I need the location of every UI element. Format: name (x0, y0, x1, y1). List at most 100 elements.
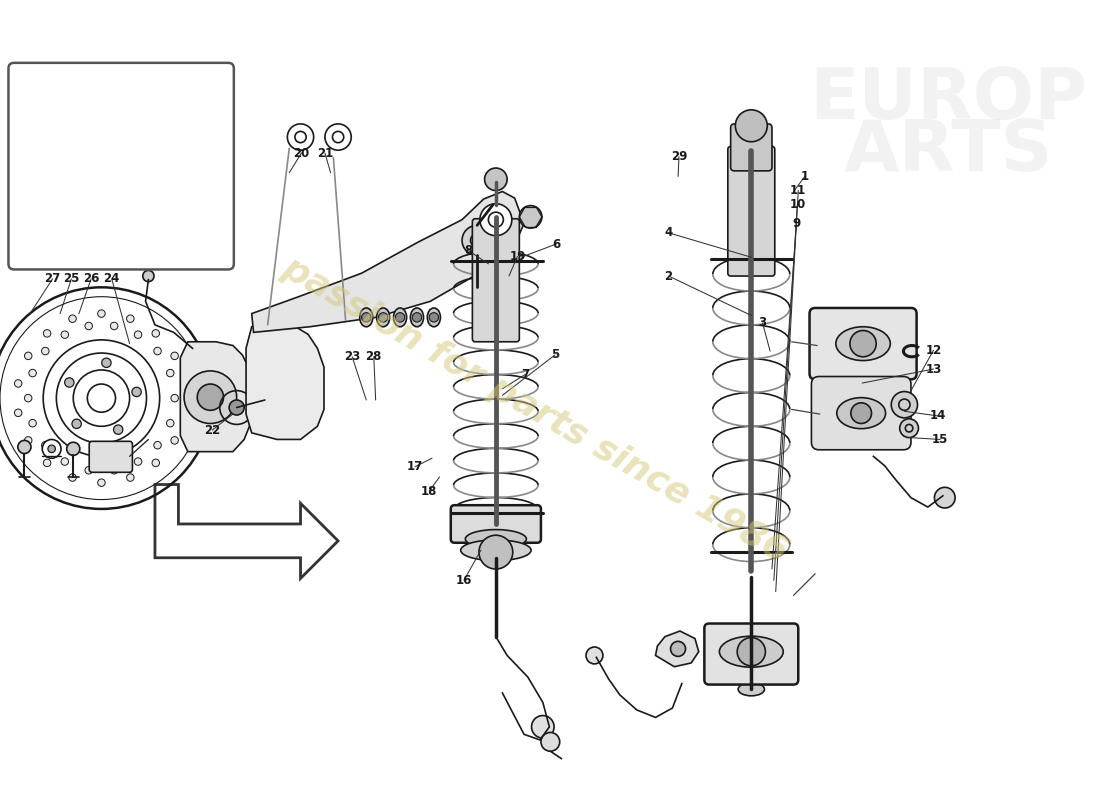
Circle shape (735, 110, 768, 142)
Text: 11: 11 (790, 184, 806, 197)
Circle shape (287, 124, 314, 150)
Circle shape (519, 206, 542, 228)
FancyBboxPatch shape (728, 146, 774, 276)
Text: 3: 3 (759, 317, 767, 330)
Text: 8: 8 (464, 244, 473, 257)
Circle shape (462, 226, 492, 255)
Ellipse shape (465, 530, 527, 548)
Text: 24: 24 (103, 272, 120, 286)
Text: passion for parts since 1986: passion for parts since 1986 (276, 250, 794, 569)
Text: 28: 28 (365, 350, 382, 363)
Text: 13: 13 (925, 362, 942, 375)
Circle shape (541, 733, 560, 751)
Circle shape (166, 370, 174, 377)
Circle shape (29, 419, 36, 427)
Text: 25: 25 (63, 272, 79, 286)
Circle shape (324, 124, 351, 150)
Circle shape (378, 313, 388, 322)
FancyBboxPatch shape (451, 505, 541, 542)
Text: 4: 4 (664, 226, 673, 239)
Circle shape (586, 647, 603, 664)
Circle shape (934, 487, 955, 508)
Circle shape (113, 425, 123, 434)
Text: 29: 29 (671, 150, 688, 163)
Circle shape (14, 409, 22, 417)
Circle shape (132, 387, 141, 397)
Circle shape (229, 400, 244, 415)
Circle shape (14, 380, 22, 387)
Circle shape (134, 331, 142, 338)
Circle shape (65, 378, 74, 387)
Text: ARTS: ARTS (844, 117, 1054, 186)
Ellipse shape (461, 540, 531, 561)
Circle shape (737, 638, 766, 666)
Circle shape (166, 419, 174, 427)
Text: 23: 23 (344, 350, 361, 363)
Circle shape (531, 715, 554, 738)
Circle shape (891, 391, 917, 418)
Circle shape (671, 642, 685, 656)
FancyBboxPatch shape (810, 308, 916, 379)
Text: 22: 22 (205, 423, 220, 437)
Polygon shape (656, 631, 699, 666)
Text: 20: 20 (294, 146, 309, 159)
Text: 16: 16 (455, 574, 472, 587)
Circle shape (152, 459, 160, 466)
Text: 15: 15 (932, 433, 948, 446)
Polygon shape (252, 191, 524, 332)
Circle shape (184, 371, 236, 423)
Circle shape (480, 204, 512, 236)
Circle shape (126, 474, 134, 482)
Circle shape (42, 347, 50, 354)
Circle shape (395, 313, 405, 322)
Circle shape (152, 330, 160, 337)
Ellipse shape (376, 308, 389, 326)
Ellipse shape (410, 308, 424, 326)
Text: 7: 7 (521, 368, 529, 381)
Text: 14: 14 (930, 410, 946, 422)
Circle shape (126, 315, 134, 322)
Circle shape (900, 418, 918, 438)
Circle shape (180, 380, 188, 387)
Text: 17: 17 (407, 460, 424, 473)
Circle shape (85, 322, 92, 330)
Text: 10: 10 (789, 198, 805, 211)
Text: 26: 26 (82, 272, 99, 286)
Text: Vale per versione CCM: Vale per versione CCM (31, 90, 199, 102)
Ellipse shape (719, 636, 783, 667)
Circle shape (24, 394, 32, 402)
Circle shape (478, 535, 513, 569)
Ellipse shape (427, 308, 440, 326)
FancyBboxPatch shape (812, 377, 911, 450)
Circle shape (412, 313, 421, 322)
Text: 32: 32 (63, 194, 79, 206)
FancyBboxPatch shape (704, 623, 799, 685)
Circle shape (170, 394, 178, 402)
Circle shape (42, 442, 50, 449)
Circle shape (69, 474, 76, 482)
Circle shape (143, 270, 154, 282)
FancyBboxPatch shape (472, 218, 519, 342)
Circle shape (43, 459, 51, 466)
Text: 31: 31 (63, 217, 79, 230)
Text: 5: 5 (551, 349, 559, 362)
FancyBboxPatch shape (9, 63, 234, 270)
Circle shape (154, 442, 162, 449)
Circle shape (85, 466, 92, 474)
Circle shape (18, 440, 31, 454)
Text: 19: 19 (509, 250, 526, 263)
Polygon shape (246, 318, 324, 439)
Text: 18: 18 (421, 485, 438, 498)
Ellipse shape (837, 398, 886, 429)
Polygon shape (180, 342, 252, 452)
Circle shape (72, 419, 81, 429)
Text: 21: 21 (317, 146, 333, 159)
Text: 27: 27 (44, 272, 60, 286)
Text: 6: 6 (552, 238, 560, 250)
Circle shape (101, 358, 111, 367)
Polygon shape (155, 485, 338, 578)
Circle shape (429, 313, 439, 322)
Circle shape (170, 352, 178, 360)
Circle shape (485, 168, 507, 190)
Circle shape (43, 330, 51, 337)
